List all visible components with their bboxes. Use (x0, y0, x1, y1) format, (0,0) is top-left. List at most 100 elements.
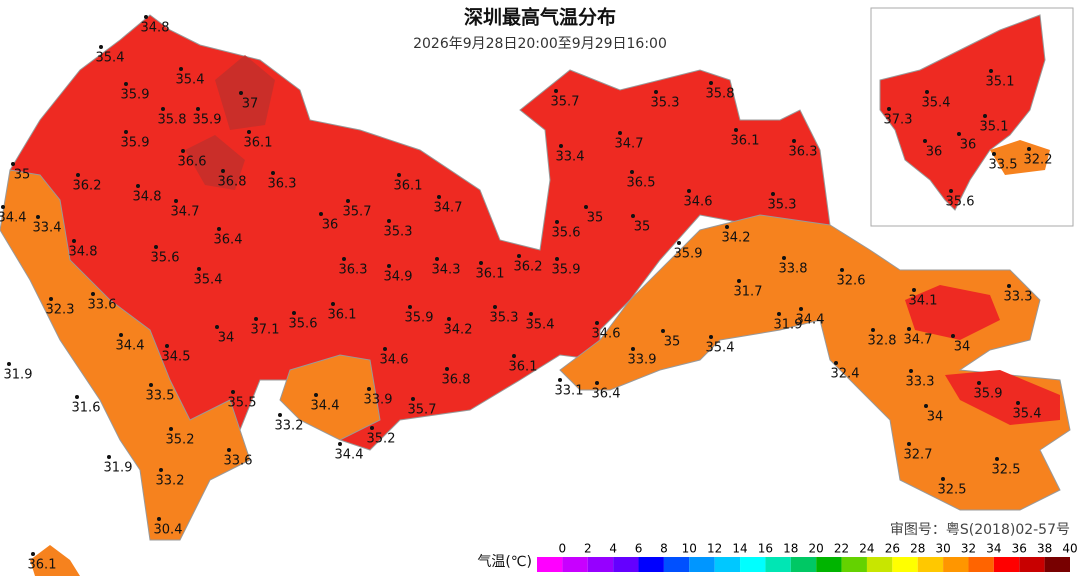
legend-tick: 32 (961, 542, 976, 556)
station-dot (923, 139, 927, 143)
station-dot (437, 195, 441, 199)
station-value: 35.2 (367, 432, 396, 447)
approval-number: 审图号：粤S(2018)02-57号 (890, 522, 1070, 538)
station-dot (165, 344, 169, 348)
station-dot (31, 552, 35, 556)
station-dot (558, 378, 562, 382)
station-value: 35 (664, 335, 681, 350)
station-dot (631, 347, 635, 351)
station-value: 35.7 (551, 95, 580, 110)
station-dot (1016, 401, 1020, 405)
station-dot (271, 171, 275, 175)
station-dot (995, 457, 999, 461)
station-dot (197, 267, 201, 271)
station-dot (227, 448, 231, 452)
station-dot (435, 257, 439, 261)
station-dot (247, 130, 251, 134)
legend-swatch (689, 557, 715, 572)
station-dot (445, 367, 449, 371)
station-value: 34.5 (162, 350, 191, 365)
station-value: 36.4 (592, 387, 621, 402)
legend-tick: 28 (910, 542, 925, 556)
station-value: 33.3 (1004, 290, 1033, 305)
station-value: 35.2 (166, 433, 195, 448)
legend-swatch (943, 557, 969, 572)
station-value: 33.6 (224, 454, 253, 469)
legend-tick: 4 (609, 542, 617, 556)
station-value: 31.6 (72, 401, 101, 416)
station-dot (49, 297, 53, 301)
station-dot (154, 245, 158, 249)
legend-swatch (638, 557, 664, 572)
station-dot (949, 189, 953, 193)
station-dot (907, 327, 911, 331)
station-value: 35.6 (946, 195, 975, 210)
legend-swatch (993, 557, 1020, 572)
station-value: 31.9 (104, 461, 133, 476)
station-dot (618, 131, 622, 135)
station-value: 36.8 (442, 373, 471, 388)
station-value: 34.1 (909, 294, 938, 309)
legend-tick: 34 (986, 542, 1001, 556)
station-dot (11, 162, 15, 166)
legend-swatch (740, 557, 766, 572)
station-dot (161, 107, 165, 111)
station-dot (196, 107, 200, 111)
station-value: 36.1 (509, 360, 538, 375)
station-value: 32.3 (46, 303, 75, 318)
station-dot (924, 404, 928, 408)
legend-swatch (1044, 557, 1070, 572)
station-dot (777, 312, 781, 316)
station-dot (654, 90, 658, 94)
station-value: 33.9 (628, 353, 657, 368)
station-value: 36.1 (328, 308, 357, 323)
station-value: 35.3 (490, 311, 519, 326)
station-dot (909, 369, 913, 373)
legend-tick: 26 (885, 542, 900, 556)
station-dot (36, 215, 40, 219)
island (30, 545, 80, 576)
legend-tick: 2 (584, 542, 592, 556)
station-value: 34.7 (171, 205, 200, 220)
station-value: 35.5 (228, 396, 257, 411)
station-value: 33.1 (555, 384, 584, 399)
station-value: 35.3 (384, 225, 413, 240)
station-dot (292, 311, 296, 315)
station-dot (737, 279, 741, 283)
station-value: 34 (927, 410, 944, 425)
station-value: 36.6 (178, 155, 207, 170)
legend-swatch (613, 557, 639, 572)
station-value: 35.4 (922, 96, 951, 111)
legend-swatch (892, 557, 918, 572)
station-value: 34.6 (684, 195, 713, 210)
station-value: 34.7 (434, 201, 463, 216)
station-value: 32.4 (831, 367, 860, 382)
station-value: 33.5 (146, 389, 175, 404)
station-dot (397, 173, 401, 177)
station-dot (408, 305, 412, 309)
station-value: 35.9 (552, 263, 581, 278)
legend-tick: 0 (559, 542, 567, 556)
station-value: 33.4 (33, 221, 62, 236)
station-dot (411, 397, 415, 401)
station-value: 35.8 (706, 87, 735, 102)
legend-swatch (968, 557, 994, 572)
station-dot (595, 381, 599, 385)
subtitle: 2026年9月28日20:00至9月29日16:00 (413, 36, 667, 52)
legend-swatch (866, 557, 893, 572)
station-dot (331, 302, 335, 306)
station-value: 37.1 (251, 323, 280, 338)
station-value: 37 (242, 97, 259, 112)
station-value: 34.3 (432, 263, 461, 278)
station-dot (1, 205, 5, 209)
legend-tick: 18 (783, 542, 798, 556)
station-value: 36.5 (627, 176, 656, 191)
land-hot (905, 285, 1000, 340)
station-dot (709, 335, 713, 339)
station-dot (584, 205, 588, 209)
station-value: 36.2 (73, 179, 102, 194)
station-dot (342, 257, 346, 261)
station-value: 35 (634, 220, 651, 235)
station-dot (957, 132, 961, 136)
